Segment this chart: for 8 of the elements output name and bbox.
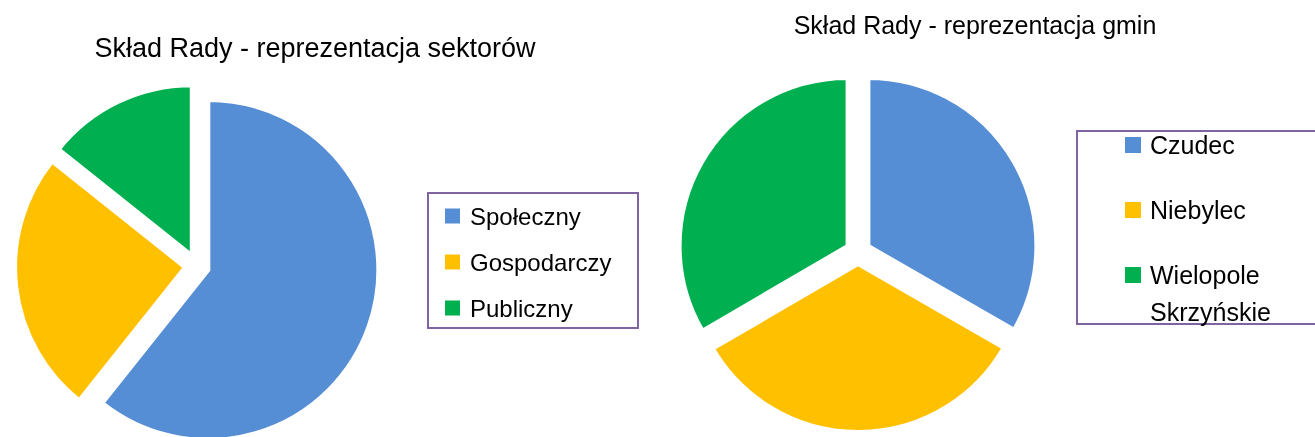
legend-label: Wielopole Skrzyńskie bbox=[1150, 261, 1271, 326]
chart-title: Skład Rady - reprezentacja gmin bbox=[793, 11, 1157, 39]
legend-label: Czudec bbox=[1150, 131, 1235, 159]
legend-label: Publiczny bbox=[470, 294, 573, 322]
legend-label: Gospodarczy bbox=[470, 248, 612, 276]
legend-label: Społeczny bbox=[470, 202, 581, 230]
legend-label: Niebylec bbox=[1150, 196, 1246, 224]
chart-title: Skład Rady - reprezentacja sektorów bbox=[94, 33, 537, 63]
